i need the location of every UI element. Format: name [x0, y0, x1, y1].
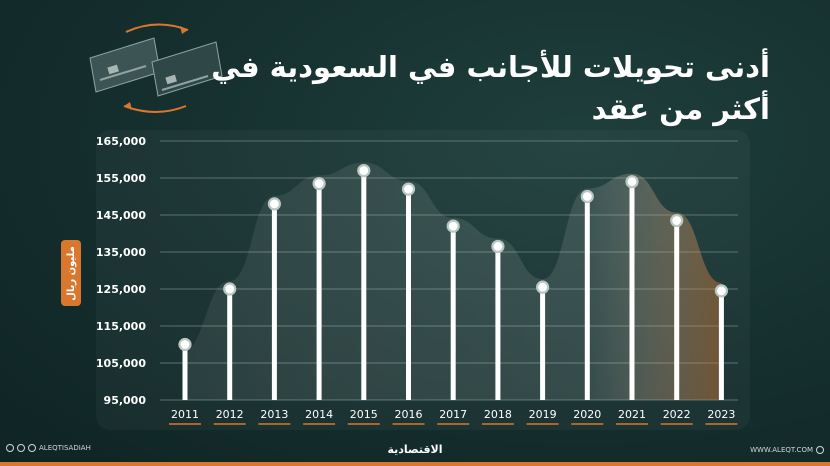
x-tick-label: 2018 [484, 408, 512, 421]
x-tick-label: 2015 [350, 408, 378, 421]
x-tick-label: 2020 [573, 408, 601, 421]
x-icon[interactable] [28, 444, 36, 452]
x-tick-label: 2016 [395, 408, 423, 421]
page-title: أدنى تحويلات للأجانب في السعودية في أكثر… [211, 50, 770, 126]
y-axis-label: مليون ريال [65, 245, 77, 301]
x-tick-label: 2017 [439, 408, 467, 421]
bar-marker [491, 239, 505, 254]
bar [182, 344, 188, 400]
bar-marker [580, 189, 594, 204]
website-url: WWW.ALEQT.COM [750, 446, 813, 454]
instagram-icon[interactable] [6, 444, 14, 452]
y-tick-label: 115,000 [96, 320, 146, 333]
brand-logo: الاقتصادية [387, 443, 443, 456]
x-tick-label: 2012 [216, 408, 244, 421]
bar-marker [446, 219, 460, 233]
bar [450, 226, 456, 400]
x-tick-label: 2021 [618, 408, 646, 421]
y-tick-label: 145,000 [96, 209, 146, 222]
globe-icon [816, 446, 824, 454]
bar [316, 183, 322, 400]
y-tick-label: 155,000 [96, 172, 146, 185]
money-transfer-cards-icon [89, 23, 223, 113]
bar-marker [625, 175, 639, 189]
social-links: ALEQTISADIAH [6, 444, 91, 452]
bar [629, 181, 635, 400]
bar [361, 170, 367, 400]
x-tick-label: 2014 [305, 408, 333, 421]
bar [271, 203, 277, 400]
y-tick-label: 165,000 [96, 135, 146, 148]
social-handle: ALEQTISADIAH [39, 444, 91, 452]
bar-marker [714, 284, 729, 298]
bar-marker [178, 337, 192, 352]
x-tick-label: 2011 [171, 408, 199, 421]
bar-marker [312, 176, 326, 191]
bar-marker [670, 213, 684, 228]
bar-marker [357, 164, 371, 178]
bar-marker [535, 280, 550, 294]
x-tick-label: 2013 [260, 408, 288, 421]
bar-marker [267, 197, 281, 211]
bar-marker [223, 282, 237, 296]
facebook-icon[interactable] [17, 444, 25, 452]
bar [674, 220, 680, 400]
website-link[interactable]: WWW.ALEQT.COM [750, 446, 824, 454]
footer-accent-bar [0, 462, 830, 466]
bar [406, 189, 411, 400]
y-tick-label: 105,000 [96, 357, 146, 370]
x-tick-label: 2019 [529, 408, 557, 421]
x-tick-label: 2022 [663, 408, 691, 421]
bar [227, 289, 233, 400]
x-tick-label: 2023 [707, 408, 735, 421]
y-axis-label-badge: مليون ريال [61, 240, 81, 306]
bar [495, 246, 501, 400]
bar [584, 196, 590, 400]
bar-marker [401, 182, 416, 196]
bar [718, 290, 724, 400]
y-tick-label: 125,000 [96, 283, 146, 296]
y-tick-label: 135,000 [96, 246, 146, 259]
y-tick-label: 95,000 [104, 394, 147, 407]
bar [540, 287, 546, 400]
